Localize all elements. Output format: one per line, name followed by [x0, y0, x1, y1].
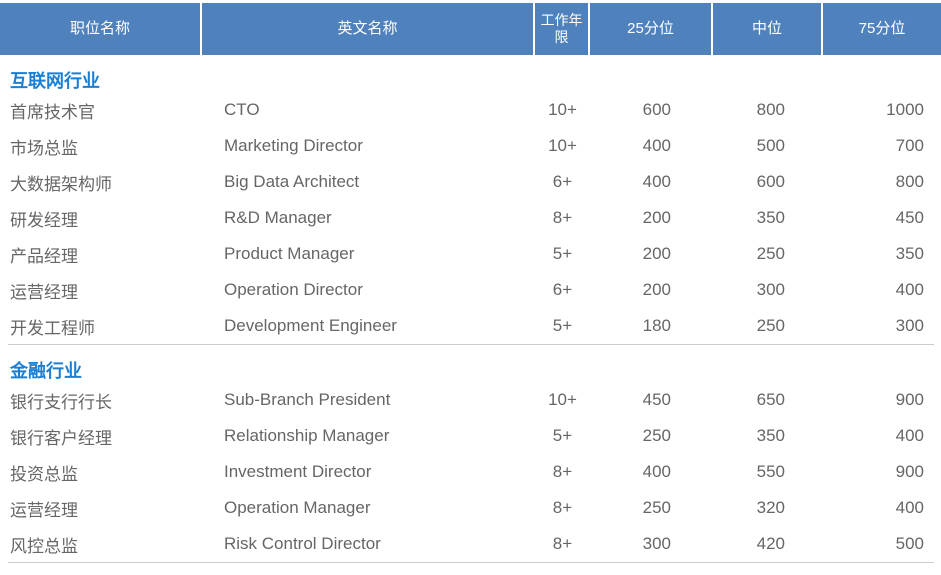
p75-cell: 450 [895, 208, 924, 227]
position-en-cell: Product Manager [224, 244, 355, 263]
section-label: 金融行业 [10, 361, 82, 381]
work-years-cell: 8+ [552, 208, 573, 227]
p25-cell: 200 [642, 208, 671, 227]
median-cell: 420 [756, 534, 785, 553]
work-years-cell: 8+ [552, 462, 573, 481]
header-median: 中位 [713, 3, 823, 55]
position-cn-cell: 风控总监 [10, 536, 78, 556]
work-years-cell: 8+ [552, 498, 573, 517]
header-work-years: 工作年限 [535, 3, 590, 55]
position-en-cell: CTO [224, 100, 260, 119]
table-row: 市场总监 Marketing Director 10+ 400 500 700 [0, 128, 941, 164]
header-position-cn: 职位名称 [0, 3, 202, 55]
table-section-2: 金融行业银行支行行长 Sub-Branch President 10+ 450 650 9… [8, 345, 934, 563]
table-row: 产品经理 Product Manager 5+ 200 250 350 [0, 236, 941, 272]
position-en-cell: Development Engineer [224, 316, 397, 335]
p25-cell: 200 [642, 280, 671, 299]
p75-cell: 500 [895, 534, 924, 553]
p25-cell: 250 [642, 426, 671, 445]
p25-cell: 200 [642, 244, 671, 263]
position-cn-cell: 运营经理 [10, 500, 78, 520]
table-row: 银行支行行长 Sub-Branch President 10+ 450 650 900 [0, 382, 941, 418]
position-en-cell: Sub-Branch President [224, 390, 391, 409]
work-years-cell: 5+ [552, 244, 573, 263]
position-cn-cell: 开发工程师 [10, 318, 95, 338]
header-p25: 25分位 [590, 3, 713, 55]
p25-cell: 180 [642, 316, 671, 335]
p75-cell: 350 [895, 244, 924, 263]
table-row: 投资总监 Investment Director 8+ 400 550 900 [0, 454, 941, 490]
median-cell: 320 [756, 498, 785, 517]
work-years-cell: 6+ [552, 172, 573, 191]
p75-cell: 400 [895, 280, 924, 299]
position-cn-cell: 银行支行行长 [10, 392, 112, 412]
salary-table: 职位名称 英文名称 工作年限 25分位 中位 75分位 互联网行业首席技术官 CT… [0, 3, 941, 563]
median-cell: 350 [756, 208, 785, 227]
median-cell: 300 [756, 280, 785, 299]
work-years-cell: 8+ [552, 534, 573, 553]
position-cn-cell: 投资总监 [10, 464, 78, 484]
work-years-cell: 10+ [548, 136, 577, 155]
work-years-cell: 10+ [548, 390, 577, 409]
position-en-cell: Marketing Director [224, 136, 363, 155]
p25-cell: 400 [642, 172, 671, 191]
section-label: 互联网行业 [10, 71, 100, 91]
median-cell: 500 [756, 136, 785, 155]
p75-cell: 700 [895, 136, 924, 155]
p75-cell: 400 [895, 498, 924, 517]
p25-cell: 450 [642, 390, 671, 409]
position-cn-cell: 研发经理 [10, 210, 78, 230]
position-en-cell: Big Data Architect [224, 172, 360, 191]
median-cell: 250 [756, 244, 785, 263]
median-cell: 550 [756, 462, 785, 481]
position-cn-cell: 市场总监 [10, 138, 78, 158]
position-cn-cell: 产品经理 [10, 246, 78, 266]
work-years-cell: 6+ [552, 280, 573, 299]
table-header-row: 职位名称 英文名称 工作年限 25分位 中位 75分位 [0, 3, 941, 55]
position-cn-cell: 银行客户经理 [10, 428, 112, 448]
median-cell: 350 [756, 426, 785, 445]
p75-cell: 300 [895, 316, 924, 335]
position-en-cell: Investment Director [224, 462, 372, 481]
median-cell: 650 [756, 390, 785, 409]
table-body: 互联网行业首席技术官 CTO 10+ 600 800 1000 市场总监 Marketing … [0, 55, 941, 563]
work-years-cell: 5+ [552, 426, 573, 445]
header-position-en: 英文名称 [202, 3, 535, 55]
p25-cell: 600 [642, 100, 671, 119]
position-en-cell: R&D Manager [224, 208, 332, 227]
table-row: 运营经理 Operation Manager 8+ 250 320 400 [0, 490, 941, 526]
p25-cell: 400 [642, 136, 671, 155]
position-en-cell: Relationship Manager [224, 426, 390, 445]
median-cell: 250 [756, 316, 785, 335]
table-row: 首席技术官 CTO 10+ 600 800 1000 [0, 92, 941, 128]
position-cn-cell: 大数据架构师 [10, 174, 112, 194]
p75-cell: 400 [895, 426, 924, 445]
work-years-cell: 10+ [548, 100, 577, 119]
table-row: 开发工程师 Development Engineer 5+ 180 250 300 [0, 308, 941, 344]
table-row: 运营经理 Operation Director 6+ 200 300 400 [0, 272, 941, 308]
table-row: 大数据架构师 Big Data Architect 6+ 400 600 800 [0, 164, 941, 200]
table-section-1: 互联网行业首席技术官 CTO 10+ 600 800 1000 市场总监 Marketing … [8, 55, 934, 345]
p25-cell: 300 [642, 534, 671, 553]
p75-cell: 900 [895, 462, 924, 481]
position-en-cell: Risk Control Director [224, 534, 381, 553]
p75-cell: 800 [895, 172, 924, 191]
p25-cell: 400 [642, 462, 671, 481]
position-en-cell: Operation Manager [224, 498, 371, 517]
position-cn-cell: 首席技术官 [10, 102, 95, 122]
work-years-cell: 5+ [552, 316, 573, 335]
table-row: 银行客户经理 Relationship Manager 5+ 250 350 400 [0, 418, 941, 454]
table-row: 研发经理 R&D Manager 8+ 200 350 450 [0, 200, 941, 236]
p75-cell: 1000 [886, 100, 924, 119]
median-cell: 600 [756, 172, 785, 191]
table-row: 风控总监 Risk Control Director 8+ 300 420 500 [0, 526, 941, 562]
position-cn-cell: 运营经理 [10, 282, 78, 302]
median-cell: 800 [756, 100, 785, 119]
p25-cell: 250 [642, 498, 671, 517]
position-en-cell: Operation Director [224, 280, 363, 299]
header-p75: 75分位 [858, 19, 906, 37]
p75-cell: 900 [895, 390, 924, 409]
